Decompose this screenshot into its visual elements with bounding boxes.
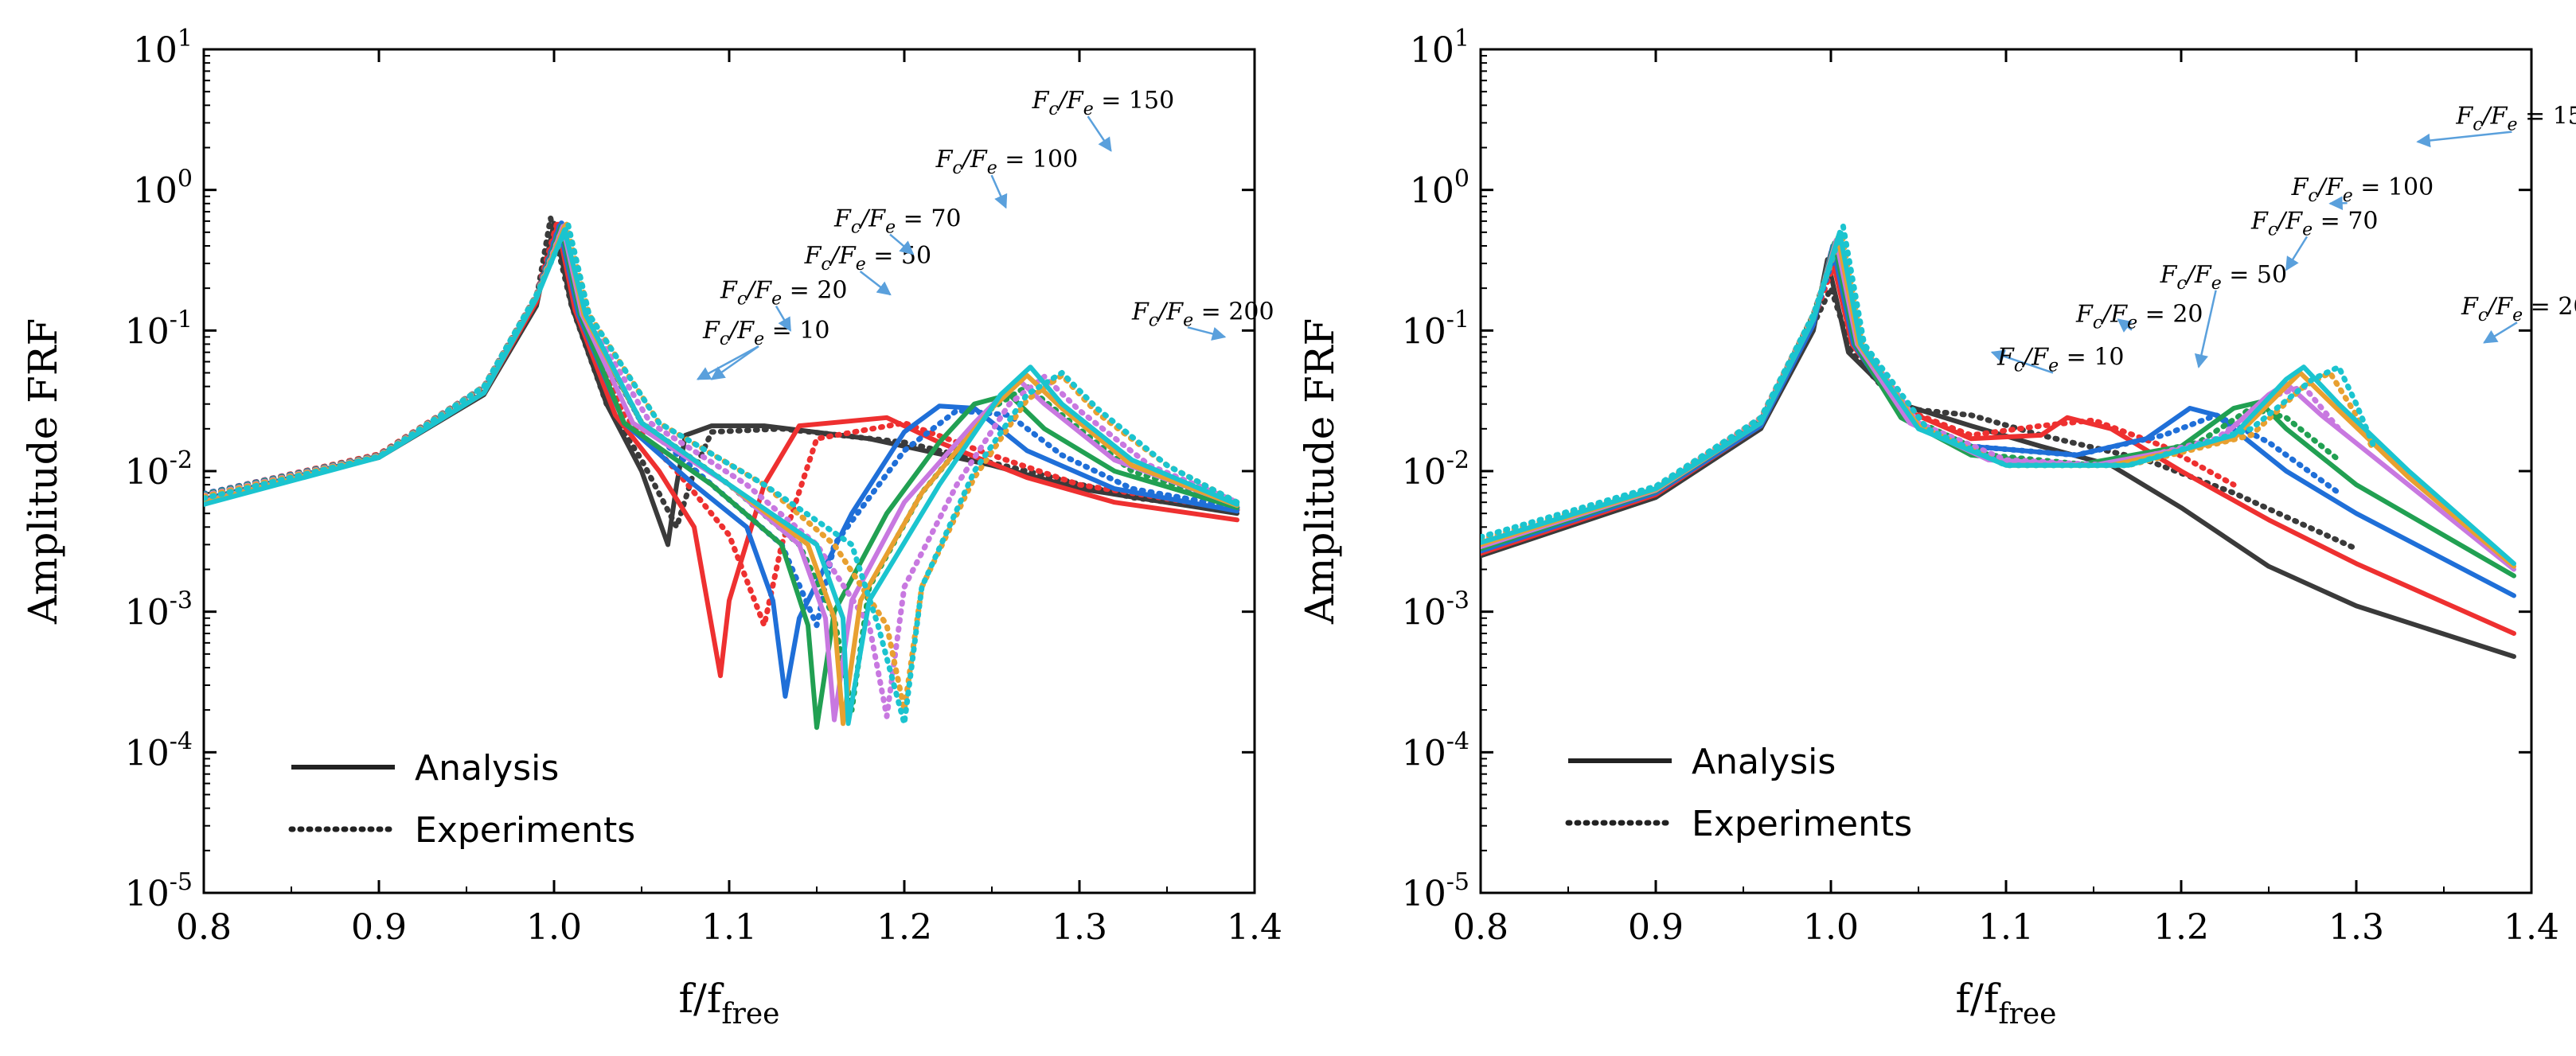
- y-tick-label: 10-3: [125, 587, 193, 633]
- annotation-arrow: [1087, 115, 1112, 152]
- y-tick-label: 101: [1410, 25, 1469, 71]
- legend-analysis-label: Analysis: [1692, 742, 1836, 782]
- series-line: [204, 215, 1240, 530]
- annotation-arrow: [1990, 349, 2054, 374]
- y-tick-label: 10-1: [1402, 306, 1469, 352]
- y-tick-label: 10-5: [125, 868, 193, 914]
- y-tick-label: 10-2: [1402, 446, 1469, 493]
- ratio-label: Fc/Fe = 200: [2461, 293, 2576, 325]
- y-axis-title: Amplitude FRF: [1297, 318, 1343, 625]
- ratio-label: Fc/Fe = 50: [2160, 261, 2288, 294]
- ratio-label: Fc/Fe = 150: [1032, 87, 1175, 119]
- y-tick-label: 10-4: [1402, 727, 1469, 773]
- panel-left: 101 100 10-1 10-2 10-3 10-4 10-50.8 0.9 1.0 1.1 1.…: [20, 25, 1282, 1031]
- ratio-label: Fc/Fe = 100: [2291, 173, 2434, 206]
- legend-experiments-label: Experiments: [1692, 804, 1912, 844]
- ratio-label: Fc/Fe = 70: [2250, 207, 2379, 240]
- ratio-label: Fc/Fe = 100: [935, 146, 1079, 178]
- ratio-label: Fc/Fe = 10: [702, 317, 830, 349]
- x-tick-label: 0.9: [1628, 907, 1684, 948]
- x-tick-label: 1.4: [2504, 907, 2559, 948]
- x-tick-label: 1.1: [1978, 907, 2034, 948]
- legend-analysis-label: Analysis: [415, 748, 559, 789]
- y-tick-label: 101: [133, 25, 193, 71]
- annotation-arrow: [2416, 131, 2512, 148]
- annotation-arrow: [990, 174, 1008, 209]
- annotation-arrow: [859, 271, 892, 296]
- x-tick-label: 1.4: [1227, 907, 1282, 948]
- x-axis-title: f/ffree: [1955, 976, 2056, 1031]
- annotation-arrow: [2194, 290, 2217, 368]
- series-line: [1481, 224, 2377, 540]
- annotation-arrow: [2328, 196, 2348, 211]
- ratio-label: Fc/Fe = 150: [2455, 103, 2576, 135]
- y-tick-label: 10-5: [1402, 868, 1469, 914]
- y-tick-label: 10-4: [125, 727, 193, 773]
- ratio-label: Fc/Fe = 10: [1996, 343, 2125, 376]
- ratio-label: Fc/Fe = 50: [804, 242, 932, 275]
- ratio-label: Fc/Fe = 200: [1131, 298, 1274, 330]
- series-group: [1481, 224, 2516, 659]
- x-tick-label: 1.2: [2153, 907, 2209, 948]
- y-tick-label: 10-2: [125, 446, 193, 493]
- y-tick-label: 10-3: [1402, 587, 1469, 633]
- y-axis-title: Amplitude FRF: [20, 318, 66, 625]
- series-line: [204, 220, 1239, 547]
- x-tick-label: 1.3: [2328, 907, 2384, 948]
- x-tick-label: 1.0: [1803, 907, 1859, 948]
- annotation-arrow: [2117, 318, 2133, 333]
- panel-right: 101 100 10-1 10-2 10-3 10-4 10-50.8 0.9 1.0 1.1 1.…: [1297, 25, 2576, 1031]
- x-tick-label: 1.2: [876, 907, 932, 948]
- x-tick-label: 1.3: [1052, 907, 1107, 948]
- x-tick-label: 0.8: [1453, 907, 1509, 948]
- x-tick-label: 1.1: [701, 907, 757, 948]
- x-axis-title: f/ffree: [678, 976, 779, 1031]
- annotation-arrow: [710, 345, 759, 380]
- annotation-arrow: [775, 305, 792, 332]
- series-line: [204, 227, 1239, 727]
- y-tick-label: 100: [1410, 166, 1469, 212]
- x-tick-label: 0.9: [351, 907, 407, 948]
- y-tick-label: 100: [133, 166, 193, 212]
- x-tick-label: 0.8: [176, 907, 232, 948]
- annotation-arrow: [696, 345, 759, 380]
- annotation-arrow: [1187, 326, 1227, 341]
- annotation-arrow: [2285, 236, 2309, 271]
- y-tick-label: 10-1: [125, 306, 193, 352]
- series-line: [1481, 237, 2516, 572]
- x-tick-label: 1.0: [526, 907, 582, 948]
- series-line: [204, 221, 1240, 727]
- ratio-label: Fc/Fe = 70: [833, 205, 962, 238]
- series-group: [204, 215, 1240, 731]
- legend-experiments-label: Experiments: [415, 810, 635, 851]
- ratio-label: Fc/Fe = 20: [720, 277, 848, 310]
- annotation-arrow: [2483, 321, 2518, 344]
- annotation-arrow: [889, 233, 915, 255]
- ratio-label: Fc/Fe = 20: [2075, 301, 2203, 333]
